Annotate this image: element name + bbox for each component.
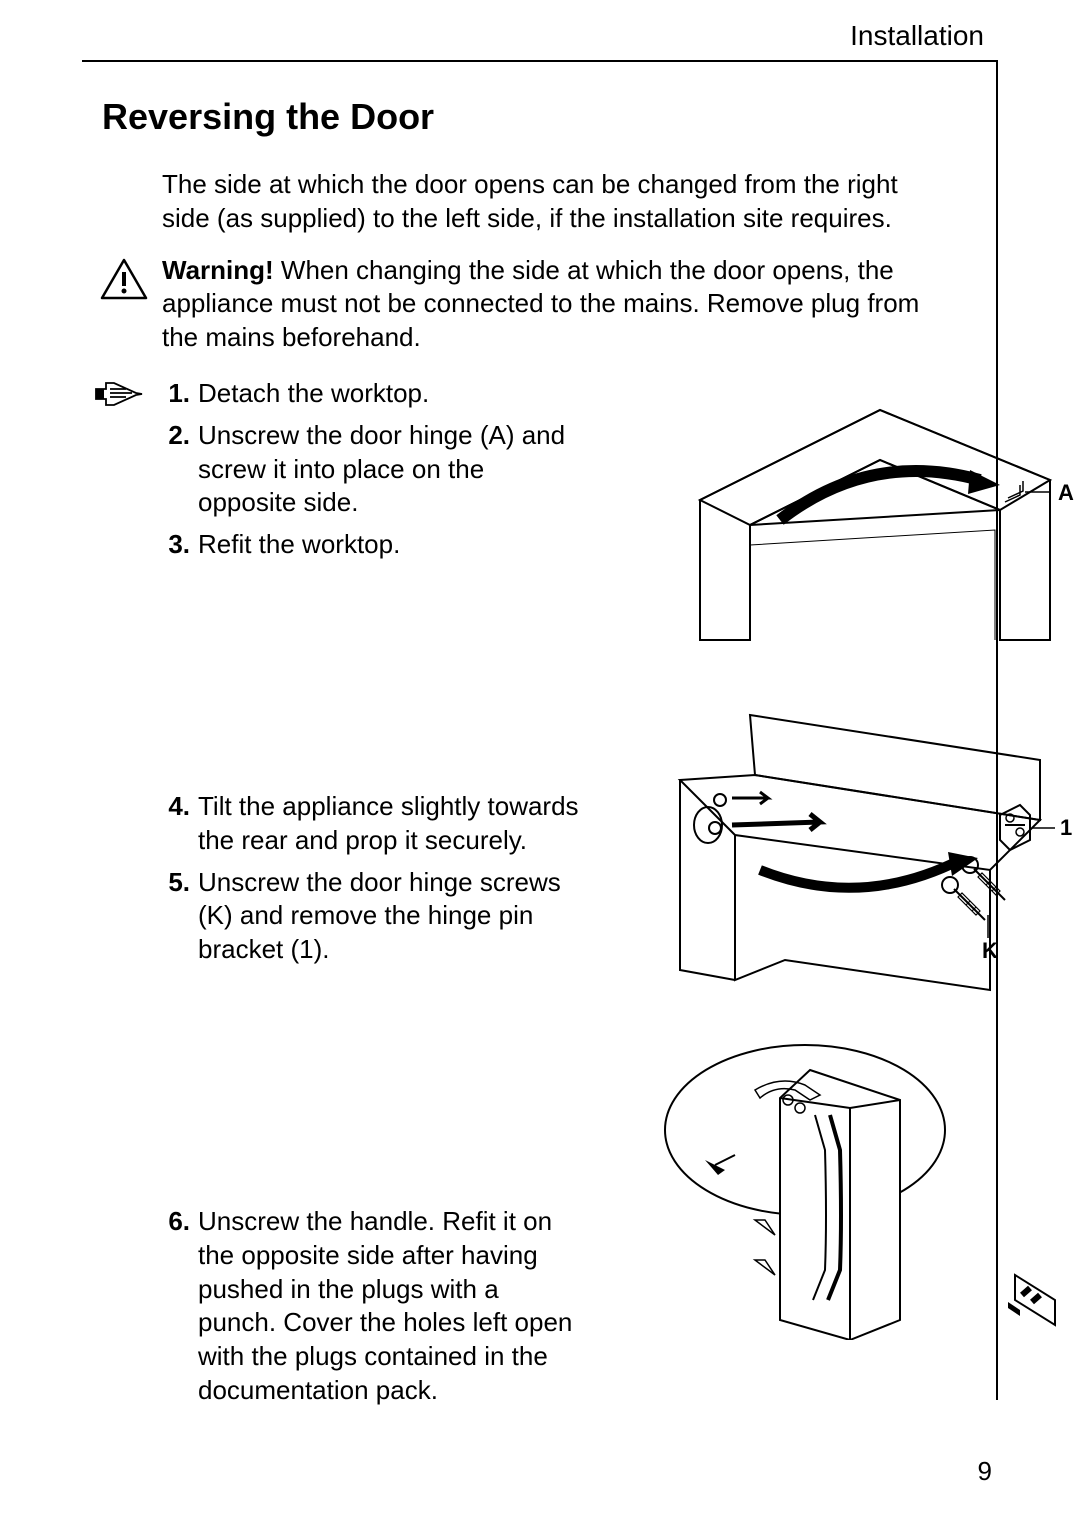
diagram-bottom-hinge: 1 K [660, 700, 1080, 1000]
warning-label: Warning! [162, 255, 274, 285]
step-text: Unscrew the door hinge (A) and screw it … [198, 419, 582, 520]
step-number: 4. [162, 790, 190, 858]
step-number: 1. [162, 377, 190, 411]
step-number: 2. [162, 419, 190, 520]
page-number: 9 [978, 1456, 992, 1487]
intro-paragraph: The side at which the door opens can be … [162, 168, 934, 236]
step-item: 4. Tilt the appliance slightly towards t… [162, 790, 582, 858]
pointing-hand-icon [94, 379, 144, 409]
step-list-2: 4. Tilt the appliance slightly towards t… [162, 790, 582, 967]
diagram-label-a: A [1058, 480, 1074, 505]
step-text: Refit the worktop. [198, 528, 582, 562]
diagram-handle [660, 1040, 1080, 1340]
step-text: Tilt the appliance slightly towards the … [198, 790, 582, 858]
step-text: Detach the worktop. [198, 377, 582, 411]
step-item: 1. Detach the worktop. [162, 377, 582, 411]
diagram-top-hinge: A [670, 390, 1080, 650]
step-list-1: 1. Detach the worktop. 2. Unscrew the do… [162, 377, 582, 562]
step-number: 5. [162, 866, 190, 967]
step-item: 2. Unscrew the door hinge (A) and screw … [162, 419, 582, 520]
warning-body: When changing the side at which the door… [162, 255, 919, 353]
warning-text: Warning! When changing the side at which… [162, 254, 934, 355]
step-item: 5. Unscrew the door hinge screws (K) and… [162, 866, 582, 967]
step-number: 3. [162, 528, 190, 562]
step-text: Unscrew the door hinge screws (K) and re… [198, 866, 582, 967]
step-list-3: 6. Unscrew the handle. Refit it on the o… [162, 1205, 582, 1408]
step-number: 6. [162, 1205, 190, 1408]
header-section-title: Installation [850, 20, 984, 52]
step-item: 3. Refit the worktop. [162, 528, 582, 562]
diagram-label-1: 1 [1060, 815, 1072, 840]
step-item: 6. Unscrew the handle. Refit it on the o… [162, 1205, 582, 1408]
warning-triangle-icon [100, 258, 148, 300]
page-title: Reversing the Door [102, 96, 984, 138]
diagram-label-k: K [982, 938, 998, 963]
warning-block: Warning! When changing the side at which… [100, 254, 934, 355]
step-text: Unscrew the handle. Refit it on the oppo… [198, 1205, 582, 1408]
